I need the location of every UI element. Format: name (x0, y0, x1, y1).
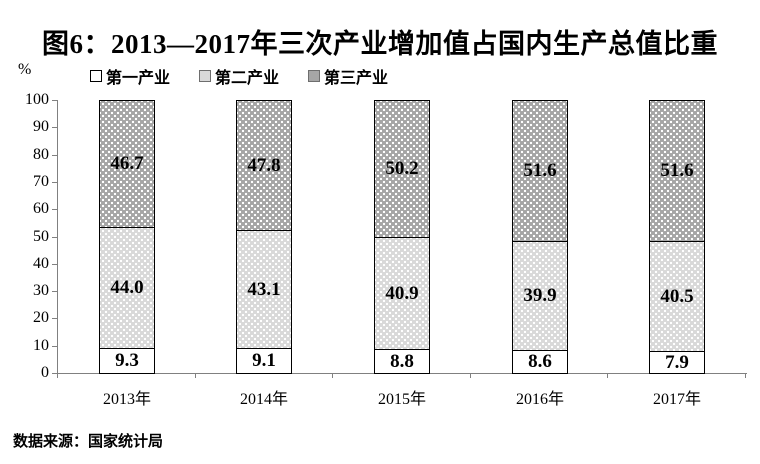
legend-item-第一产业: 第一产业 (90, 64, 170, 88)
y-axis-tick-label: 10 (33, 337, 49, 354)
x-axis-tick (195, 373, 196, 378)
y-axis-tick (52, 318, 57, 319)
y-axis-tick-label: 80 (33, 146, 49, 163)
bar-segment-第二产业: 40.5 (649, 241, 705, 352)
y-axis-tick (52, 182, 57, 183)
segment-value-label: 51.6 (523, 160, 557, 181)
legend: 第一产业 第二产业 第三产业 (90, 64, 388, 88)
bar-segment-第二产业: 44.0 (99, 227, 155, 349)
y-axis-tick-label: 60 (33, 200, 49, 217)
bar-segment-第一产业: 9.3 (99, 348, 155, 374)
legend-swatch-icon (308, 70, 321, 82)
y-axis-tick (52, 127, 57, 128)
bar-segment-第三产业: 51.6 (512, 100, 568, 242)
y-axis-tick-label: 90 (33, 118, 49, 135)
chart-title: 图6：2013—2017年三次产业增加值占国内生产总值比重 (42, 29, 718, 59)
segment-value-label: 7.9 (665, 351, 689, 373)
segment-value-label: 43.1 (247, 278, 281, 300)
bar-segment-第二产业: 43.1 (236, 230, 292, 349)
x-axis-category-label: 2014年 (239, 391, 288, 408)
legend-item-第三产业: 第三产业 (308, 64, 388, 88)
segment-value-label: 40.5 (660, 285, 694, 307)
y-axis-unit-label: % (18, 61, 32, 78)
y-axis-tick (52, 373, 57, 374)
x-axis-category-label: 2015年 (377, 391, 426, 408)
y-axis-tick-label: 40 (33, 255, 49, 272)
y-axis-tick-label: 30 (33, 282, 49, 299)
x-axis-category-label: 2017年 (652, 391, 701, 408)
segment-value-label: 51.6 (660, 160, 694, 181)
x-axis-tick (470, 373, 471, 378)
source-note: 数据来源：国家统计局 (13, 433, 164, 450)
segment-value-label: 39.9 (523, 285, 557, 306)
segment-value-label: 47.8 (247, 154, 281, 176)
x-axis-category-label: 2016年 (515, 391, 564, 408)
bar-segment-第一产业: 9.1 (236, 348, 292, 374)
y-axis-tick-label: 20 (33, 309, 49, 326)
bar-segment-第一产业: 8.8 (374, 349, 430, 374)
legend-label: 第三产业 (324, 70, 389, 87)
segment-value-label: 50.2 (385, 158, 419, 179)
legend-swatch-icon (90, 70, 102, 82)
segment-value-label: 40.9 (385, 282, 419, 304)
y-axis-tick-label: 0 (41, 364, 49, 381)
y-axis-tick (52, 209, 57, 210)
x-axis-tick (745, 373, 746, 378)
y-axis-line (57, 100, 58, 374)
legend-label: 第一产业 (106, 70, 171, 87)
y-axis-tick (52, 291, 57, 292)
bar-segment-第一产业: 7.9 (649, 351, 705, 374)
segment-value-label: 9.1 (252, 350, 276, 371)
segment-value-label: 44.0 (110, 277, 144, 298)
bar-segment-第三产业: 46.7 (99, 100, 155, 228)
legend-swatch-icon (199, 70, 212, 82)
bar-segment-第二产业: 40.9 (374, 237, 430, 350)
segment-value-label: 46.7 (110, 153, 144, 174)
segment-value-label: 8.6 (528, 351, 552, 372)
segment-value-label: 8.8 (390, 350, 414, 372)
x-axis-tick (332, 373, 333, 378)
bar-segment-第三产业: 50.2 (374, 100, 430, 238)
legend-item-第二产业: 第二产业 (199, 64, 279, 88)
segment-value-label: 9.3 (115, 350, 139, 371)
y-axis-tick-label: 50 (33, 228, 49, 245)
y-axis-tick (52, 155, 57, 156)
y-axis-tick (52, 264, 57, 265)
y-axis-tick-label: 70 (33, 173, 49, 190)
y-axis-tick (52, 237, 57, 238)
y-axis-tick (52, 100, 57, 101)
legend-label: 第二产业 (215, 70, 280, 87)
y-axis-tick (52, 346, 57, 347)
x-axis-category-label: 2013年 (102, 391, 151, 408)
bar-segment-第一产业: 8.6 (512, 350, 568, 374)
x-axis-tick (607, 373, 608, 378)
bar-segment-第二产业: 39.9 (512, 241, 568, 351)
bar-segment-第三产业: 51.6 (649, 100, 705, 242)
bar-segment-第三产业: 47.8 (236, 100, 292, 231)
y-axis-tick-label: 100 (25, 91, 49, 108)
x-axis-tick (57, 373, 58, 378)
